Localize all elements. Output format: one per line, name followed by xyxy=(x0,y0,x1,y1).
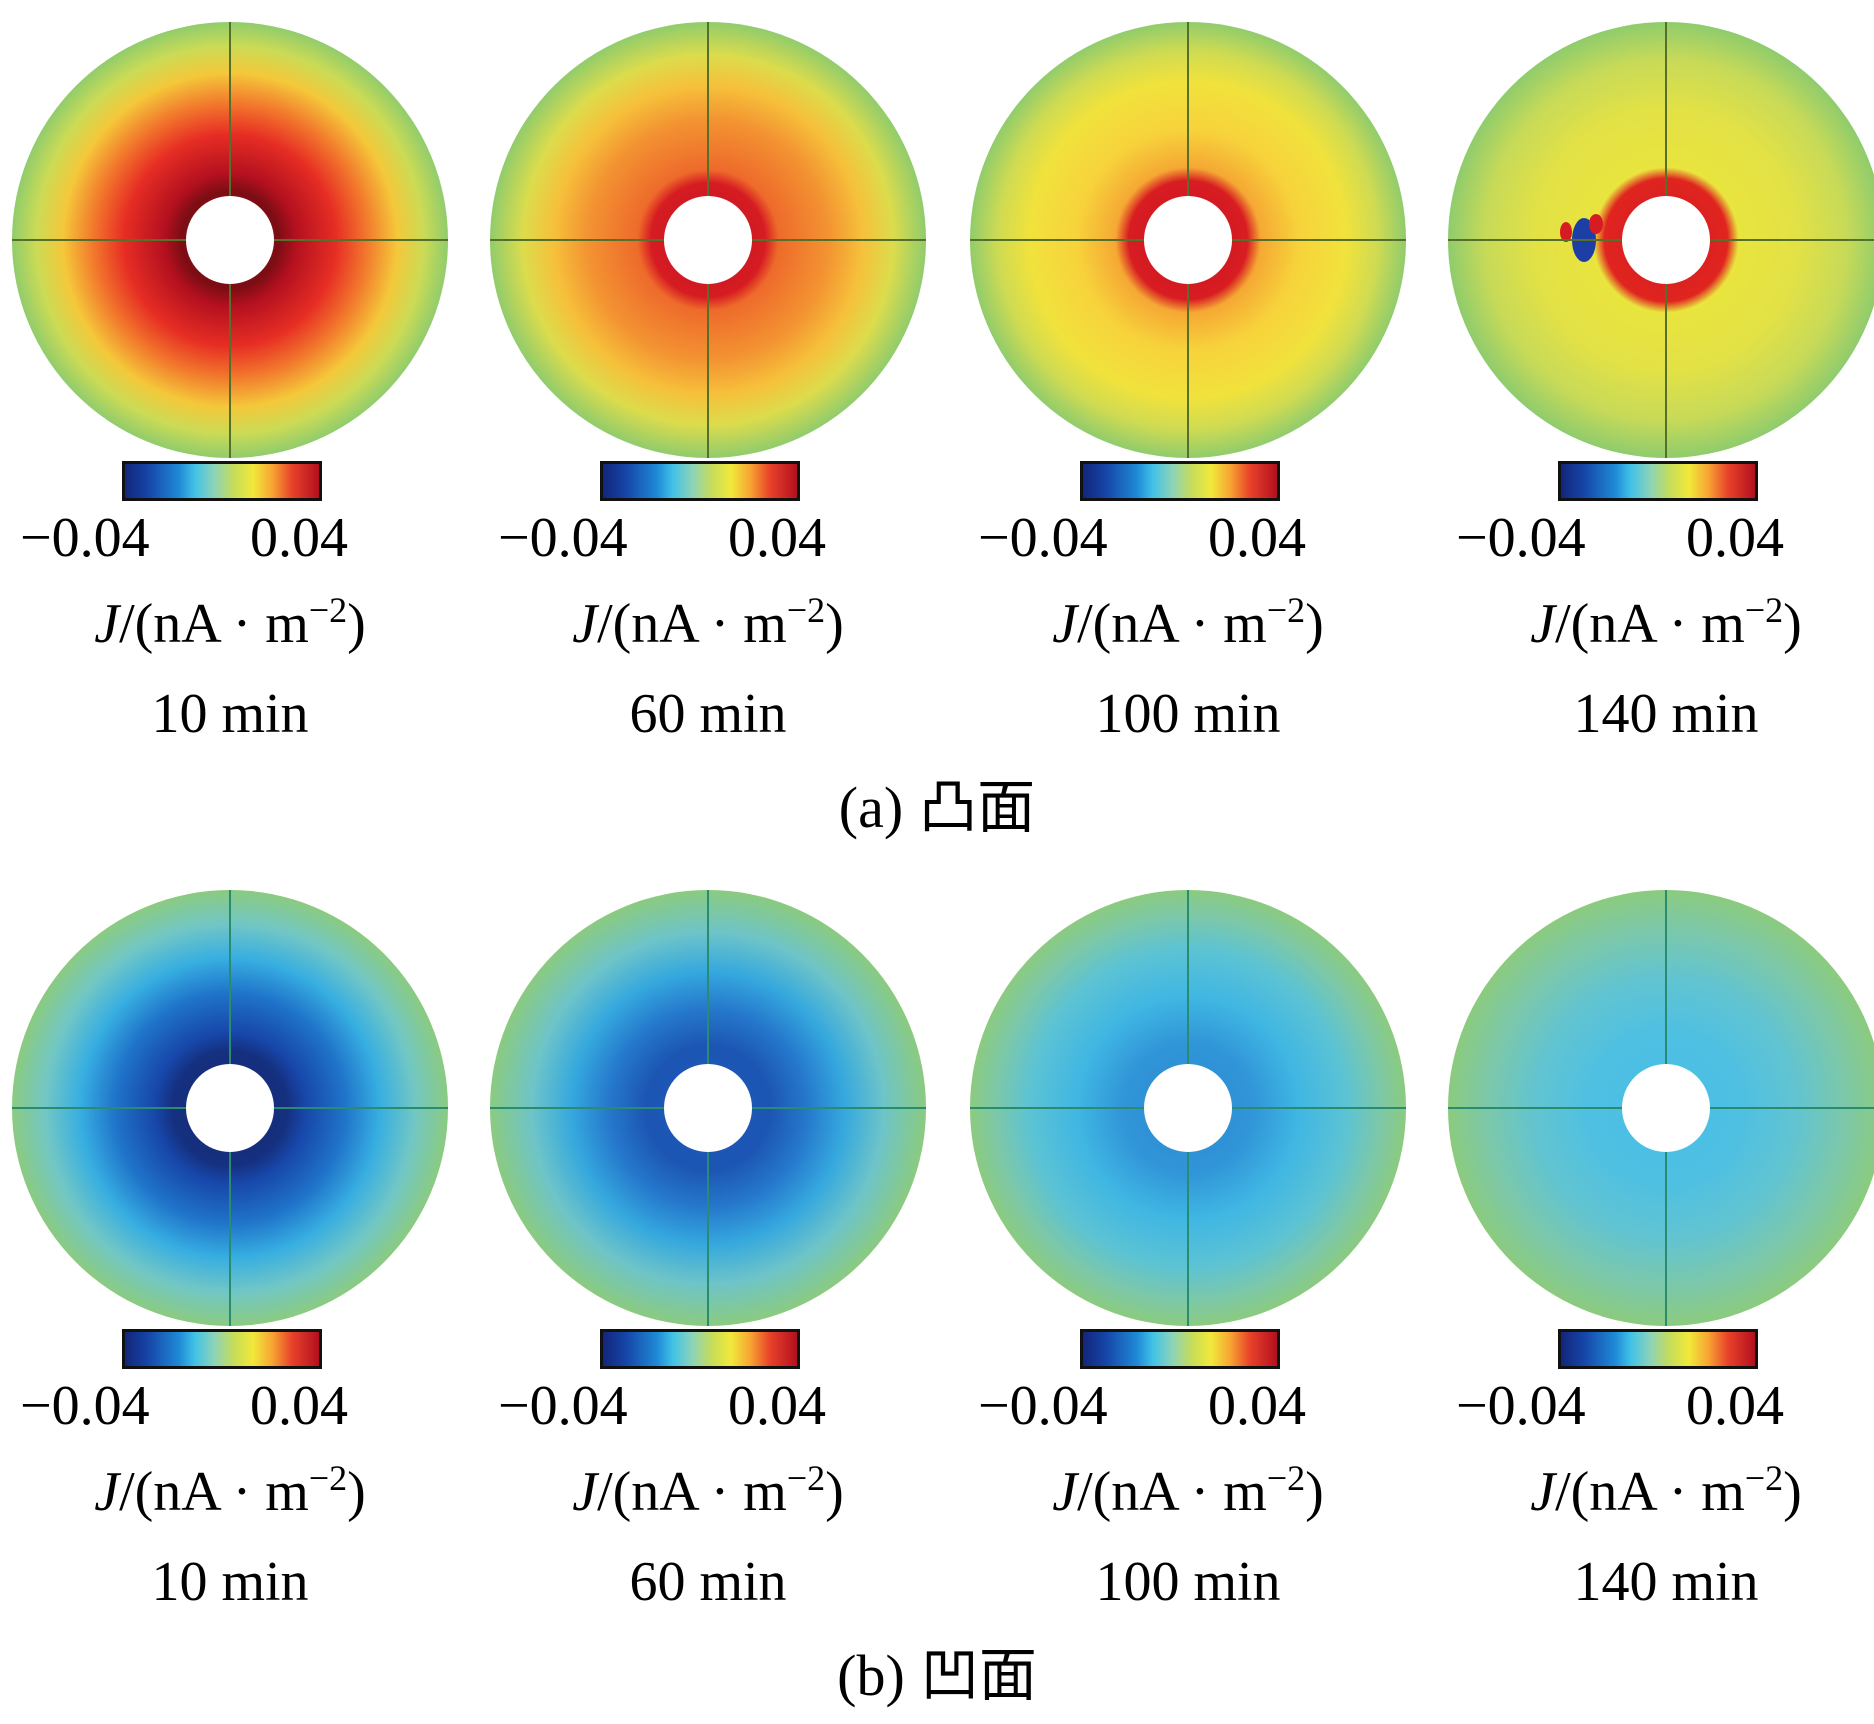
map-a-100min: −0.04 0.04 J/(nA · m−2) 100 min xyxy=(958,0,1418,760)
current-density-disk xyxy=(12,890,448,1326)
map-a-10min: −0.04 0.04 J/(nA · m−2) 10 min xyxy=(0,0,460,760)
colorbar-unit: J/(nA · m−2) xyxy=(572,1458,844,1523)
current-density-disk xyxy=(12,22,448,458)
colorbar-unit: J/(nA · m−2) xyxy=(1530,590,1802,655)
map-a-140min: −0.04 0.04 J/(nA · m−2) 140 min xyxy=(1436,0,1874,760)
time-label: 10 min xyxy=(151,1551,309,1613)
colorbar-max-label: 0.04 xyxy=(728,1375,826,1437)
panel-caption-a: (a) 凸面 xyxy=(838,773,1036,841)
colorbar-min-label: −0.04 xyxy=(1456,1375,1586,1437)
colorbar-unit: J/(nA · m−2) xyxy=(1530,1458,1802,1523)
map-a-60min: −0.04 0.04 J/(nA · m−2) 60 min xyxy=(478,0,938,760)
time-label: 100 min xyxy=(1095,1551,1281,1613)
colorbar xyxy=(122,461,322,501)
colorbar-max-label: 0.04 xyxy=(1686,1375,1784,1437)
colorbar-max-label: 0.04 xyxy=(250,507,348,569)
colorbar-max-label: 0.04 xyxy=(728,507,826,569)
time-label: 140 min xyxy=(1573,1551,1759,1613)
colorbar-min-label: −0.04 xyxy=(978,507,1108,569)
current-density-disk xyxy=(970,890,1406,1326)
map-b-100min: −0.04 0.04 J/(nA · m−2) 100 min xyxy=(958,868,1418,1628)
colorbar-unit: J/(nA · m−2) xyxy=(572,590,844,655)
time-label: 10 min xyxy=(151,683,309,745)
colorbar-min-label: −0.04 xyxy=(20,507,150,569)
current-density-disk xyxy=(490,22,926,458)
colorbar-max-label: 0.04 xyxy=(1686,507,1784,569)
map-b-10min: −0.04 0.04 J/(nA · m−2) 10 min xyxy=(0,868,460,1628)
colorbar xyxy=(1080,1329,1280,1369)
colorbar-min-label: −0.04 xyxy=(978,1375,1108,1437)
colorbar-unit: J/(nA · m−2) xyxy=(94,1458,366,1523)
colorbar xyxy=(122,1329,322,1369)
colorbar xyxy=(1558,1329,1758,1369)
time-label: 100 min xyxy=(1095,683,1281,745)
colorbar-unit: J/(nA · m−2) xyxy=(94,590,366,655)
colorbar-unit: J/(nA · m−2) xyxy=(1052,1458,1324,1523)
current-density-disk xyxy=(1448,22,1874,458)
colorbar-max-label: 0.04 xyxy=(250,1375,348,1437)
colorbar xyxy=(600,1329,800,1369)
colorbar-min-label: −0.04 xyxy=(498,507,628,569)
colorbar-unit: J/(nA · m−2) xyxy=(1052,590,1324,655)
map-b-140min: −0.04 0.04 J/(nA · m−2) 140 min xyxy=(1436,868,1874,1628)
colorbar-min-label: −0.04 xyxy=(1456,507,1586,569)
time-label: 140 min xyxy=(1573,683,1759,745)
map-b-60min: −0.04 0.04 J/(nA · m−2) 60 min xyxy=(478,868,938,1628)
colorbar xyxy=(1080,461,1280,501)
colorbar xyxy=(1558,461,1758,501)
current-density-disk xyxy=(970,22,1406,458)
current-density-disk xyxy=(490,890,926,1326)
current-density-disk xyxy=(1448,890,1874,1326)
time-label: 60 min xyxy=(629,683,787,745)
panel-caption-b: (b) 凹面 xyxy=(837,1641,1037,1709)
colorbar-min-label: −0.04 xyxy=(498,1375,628,1437)
colorbar xyxy=(600,461,800,501)
colorbar-max-label: 0.04 xyxy=(1208,507,1306,569)
colorbar-max-label: 0.04 xyxy=(1208,1375,1306,1437)
time-label: 60 min xyxy=(629,1551,787,1613)
colorbar-min-label: −0.04 xyxy=(20,1375,150,1437)
